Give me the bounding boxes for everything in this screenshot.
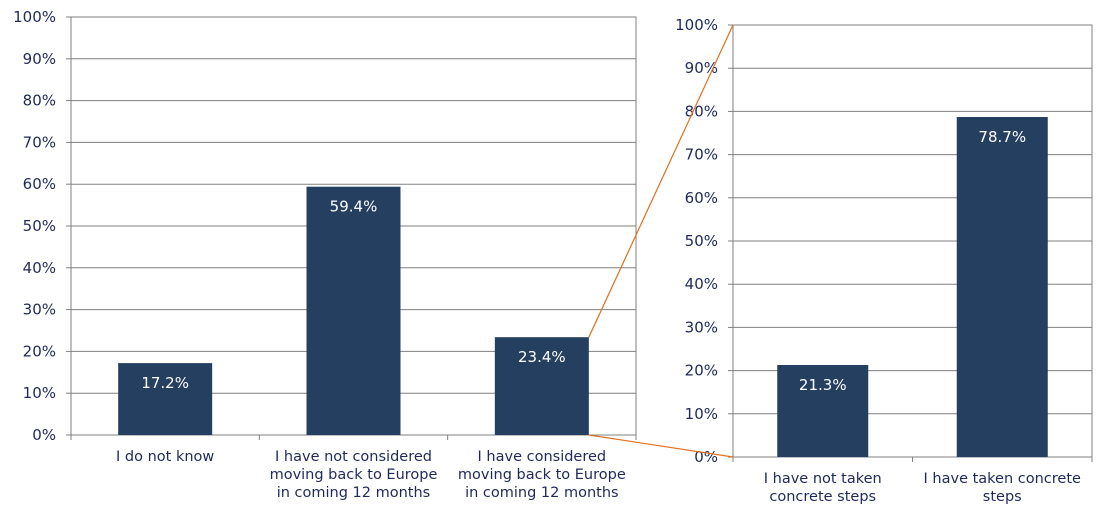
y-tick-label: 30% [23,301,56,319]
bar [956,117,1048,458]
category-label: I do not know [116,449,214,465]
bar [494,337,589,435]
data-label: 21.3% [799,376,847,394]
y-tick-label: 90% [23,50,56,68]
y-tick-label: 40% [23,259,56,277]
y-tick-label: 10% [23,384,56,402]
bar [306,186,401,435]
category-label-line: moving back to Europe [458,467,626,483]
y-tick-label: 30% [685,318,718,336]
data-label: 59.4% [330,198,378,216]
y-tick-label: 60% [23,175,56,193]
category-label-line: I have considered [478,449,607,465]
connector-line-top [588,24,734,338]
bar [118,363,213,435]
data-label: 23.4% [518,348,566,366]
y-tick-label: 40% [685,275,718,293]
category-label: I have considered moving back to Europe in… [458,449,626,501]
y-tick-label: 80% [685,102,718,120]
y-tick-label: 80% [23,92,56,110]
category-label-line: in coming 12 months [277,485,431,501]
data-label: 17.2% [141,374,189,392]
main-chart: 0% 10% 20% 30% 40% 50% 60% 70% 80% 90% 100% 17.2% I … [13,8,637,501]
category-label: I have taken concrete steps [924,471,1081,505]
y-tick-label: 20% [685,362,718,380]
y-tick-label: 60% [685,189,718,207]
bar [777,364,869,457]
category-label-line: steps [983,489,1022,505]
y-tick-label: 50% [23,217,56,235]
category-label-line: in coming 12 months [465,485,619,501]
y-tick-label: 100% [13,8,56,26]
y-tick-label: 100% [675,16,718,34]
category-label: I have not taken concrete steps [764,471,882,505]
y-tick-label: 0% [694,448,718,466]
y-tick-label: 0% [32,426,56,444]
y-tick-label: 70% [685,146,718,164]
y-tick-label: 70% [23,133,56,151]
y-tick-label: 20% [23,342,56,360]
category-label: I have not considered moving back to Euro… [270,449,438,501]
category-label-line: concrete steps [769,489,876,505]
connector-line-bottom [588,434,734,458]
category-label-line: I have not taken [764,471,882,487]
category-label-line: I do not know [116,449,214,465]
category-label-line: moving back to Europe [270,467,438,483]
data-label: 78.7% [978,128,1026,146]
category-label-line: I have not considered [275,449,432,465]
y-tick-label: 50% [685,232,718,250]
breakdown-chart: 0% 10% 20% 30% 40% 50% 60% 70% 80% 90% 100% 21.3% I … [675,16,1093,505]
category-label-line: I have taken concrete [924,471,1081,487]
y-tick-label: 90% [685,59,718,77]
y-tick-label: 10% [685,405,718,423]
